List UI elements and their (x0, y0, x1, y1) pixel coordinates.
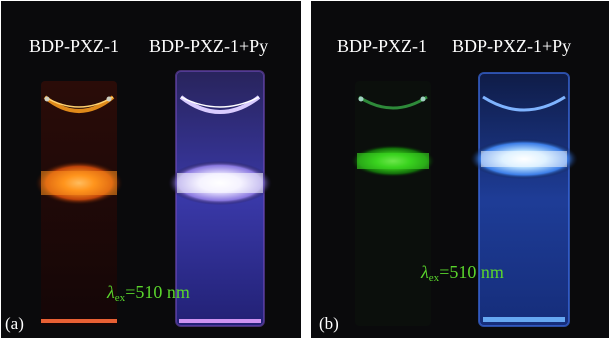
lambda-symbol: λ (107, 282, 115, 302)
sample-label-left-a: BDP-PXZ-1 (29, 36, 120, 56)
excitation-value: =510 nm (439, 262, 504, 282)
left-cuvette-a (35, 81, 123, 326)
right-cuvette-b (470, 72, 578, 327)
ex-subscript: ex (114, 292, 126, 304)
excitation-value: =510 nm (125, 282, 190, 302)
left-cuvette-b (351, 81, 435, 326)
ex-subscript: ex (428, 272, 440, 284)
photo-panel-b: BDP-PXZ-1 BDP-PXZ-1+Py λex=510 nm (b) (311, 1, 609, 338)
panel-tag-b: (b) (319, 314, 339, 333)
excitation-label-a: λex=510 nm (107, 282, 190, 304)
lambda-symbol: λ (421, 262, 429, 282)
sample-label-right-a: BDP-PXZ-1+Py (149, 36, 269, 56)
sample-label-right-b: BDP-PXZ-1+Py (452, 36, 572, 56)
panel-tag-a: (a) (5, 314, 24, 333)
right-cuvette-a (168, 70, 272, 327)
cuvette-photo-b (351, 72, 578, 327)
photo-panel-a: BDP-PXZ-1 BDP-PXZ-1+Py λex=510 nm (a) (1, 1, 301, 338)
excitation-label-b: λex=510 nm (421, 262, 504, 284)
sample-label-left-b: BDP-PXZ-1 (337, 36, 428, 56)
cuvette-photo-a (35, 70, 272, 327)
